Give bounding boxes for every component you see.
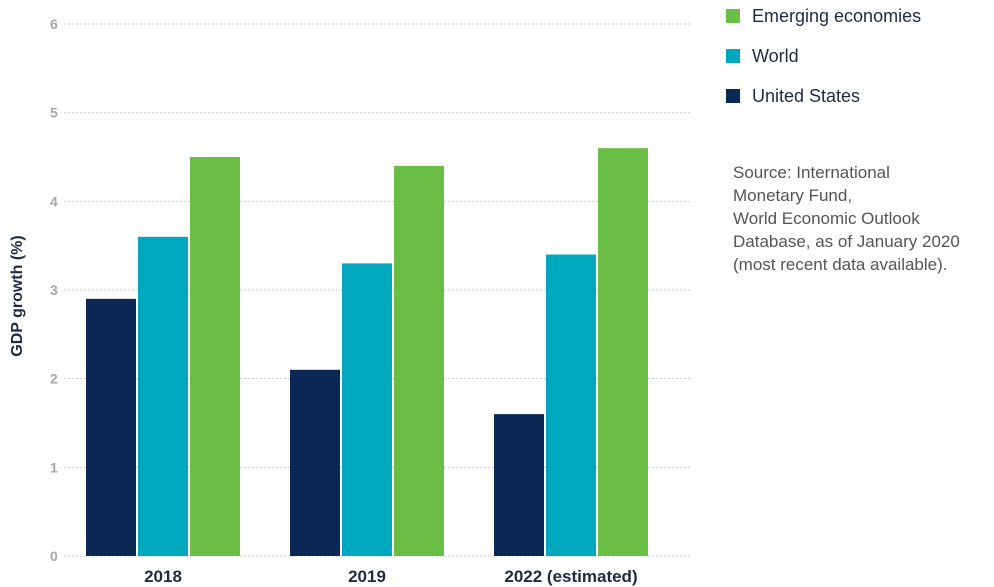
y-tick-label: 2 [50, 371, 58, 387]
bars [86, 148, 648, 557]
bar-world-2019 [342, 263, 392, 556]
x-tick-label: 2018 [144, 567, 182, 586]
legend-label: United States [752, 85, 861, 106]
bar-emerging-economies-2022-estimated [598, 148, 648, 556]
x-tick-label: 2022 (estimated) [504, 567, 637, 586]
legend-label: World [752, 45, 799, 66]
y-tick-label: 0 [50, 548, 58, 564]
legend-label: Emerging economies [752, 5, 922, 26]
legend-item: World [726, 45, 921, 67]
bar-world-2022-estimated [546, 254, 596, 557]
bar-united-states-2022-estimated [494, 414, 544, 556]
y-axis-label: GDP growth (%) [9, 235, 26, 356]
y-tick-label: 3 [50, 282, 58, 298]
y-tick-label: 4 [50, 193, 58, 209]
y-tick-label: 1 [50, 459, 58, 475]
legend-item: Emerging economies [726, 5, 921, 27]
x-tick-label: 2019 [348, 567, 386, 586]
legend-swatch [726, 89, 740, 103]
bar-united-states-2018 [86, 298, 136, 556]
legend-swatch [726, 9, 740, 23]
x-axis-labels: 2018 2019 2022 (estimated) [144, 567, 638, 586]
bar-world-2018 [138, 236, 188, 557]
legend: Emerging economies World United States [726, 5, 921, 125]
bar-chart: 0 1 2 3 4 5 6 2018 2019 2022 (estimated) GDP gro… [9, 16, 692, 586]
bar-emerging-economies-2018 [190, 157, 240, 556]
source-note: Source: International Monetary Fund, Wor… [733, 163, 960, 274]
legend-swatch [726, 49, 740, 63]
legend-item: United States [726, 85, 921, 107]
y-tick-label: 5 [50, 105, 58, 121]
bar-emerging-economies-2019 [394, 165, 444, 556]
bar-united-states-2019 [290, 369, 340, 556]
y-tick-label: 6 [50, 16, 58, 32]
